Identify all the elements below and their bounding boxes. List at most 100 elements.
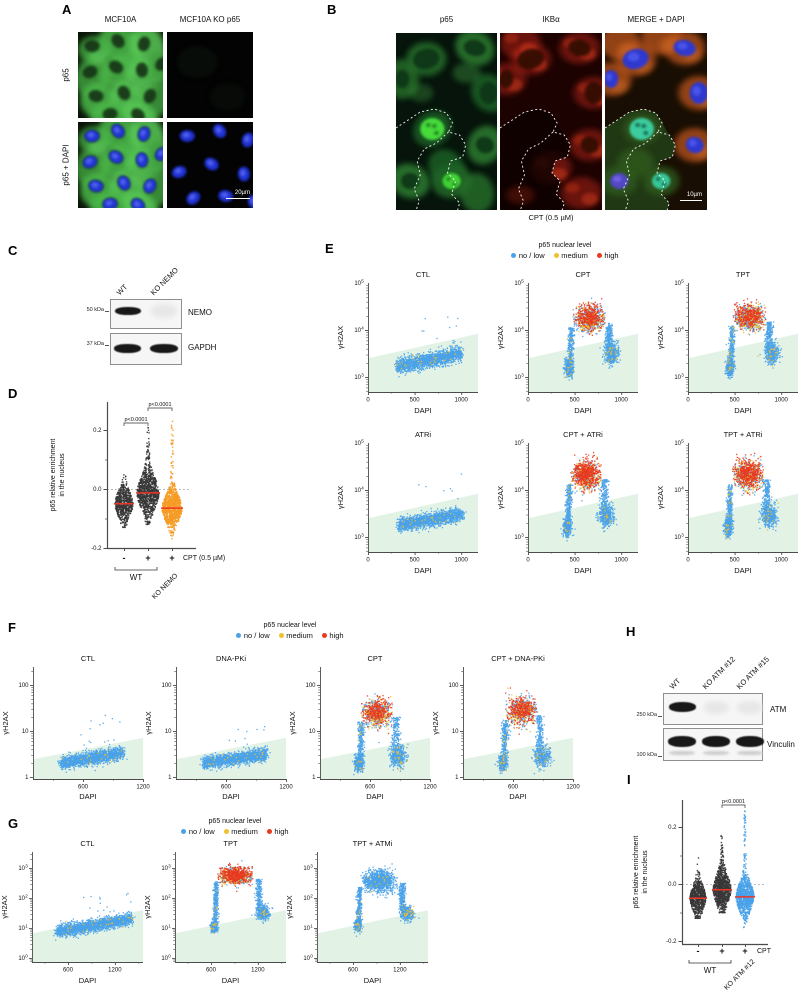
legend-label: no / low [518, 251, 545, 260]
chart-e-tpt [650, 266, 800, 422]
legend-dot-red [266, 829, 272, 834]
legend-panel-e: p65 nuclear level no / low medium high [490, 242, 640, 260]
panel-c-letter: C [8, 243, 18, 258]
panel-b-letter: B [327, 2, 337, 17]
blot-band-vinculin-2 [702, 736, 730, 747]
legend-dot-red [321, 633, 327, 638]
chart-g-ctl [2, 838, 157, 1001]
panel-e-letter: E [325, 241, 334, 256]
legend-item-high: high [321, 631, 344, 640]
panel-h-lane-wt: WT [667, 676, 683, 691]
legend-panel-g: p65 nuclear level no / low medium high [160, 818, 310, 836]
legend-title: p65 nuclear level [208, 818, 262, 825]
marker-250kda: 250 kDa [636, 712, 658, 718]
panel-h-letter: H [626, 624, 636, 639]
legend-dot-yellow [553, 253, 559, 258]
panel-b-col-header-ikba: IKBα [542, 15, 560, 24]
panel-g-letter: G [8, 816, 19, 831]
panel-b-col-header-merge-dapi: MERGE + DAPI [627, 15, 685, 24]
marker-tick [105, 311, 109, 312]
blot-label-nemo: NEMO [188, 308, 212, 317]
scale-bar-text: 20µm [234, 190, 250, 196]
legend-dot-red [596, 253, 602, 258]
legend-dot-blue [181, 829, 187, 834]
legend-item-no-low: no / low [511, 251, 545, 260]
scale-bar-text: 10µm [686, 192, 702, 198]
legend-item-no-low: no / low [236, 631, 270, 640]
blot-subband [669, 751, 695, 755]
panel-a-row-label-p65: p65 [61, 68, 71, 82]
chart-f-dna-pki [146, 648, 296, 808]
blot-band-vinculin-3 [736, 736, 764, 747]
legend-label: medium [286, 631, 313, 640]
micrograph-ko-p65 [167, 32, 253, 118]
panel-a-row-label-p65-dapi: p65 + DAPI [61, 144, 71, 186]
panel-c-lane-wt: WT [114, 282, 130, 297]
legend-label: high [604, 251, 619, 260]
panel-a-col-header-mcf10a: MCF10A [104, 15, 137, 24]
legend-label: no / low [243, 631, 270, 640]
legend-dot-blue [236, 633, 242, 638]
legend-item-no-low: no / low [181, 827, 215, 836]
legend-label: high [274, 827, 289, 836]
legend-label: medium [561, 251, 588, 260]
blot-subband [703, 751, 729, 755]
chart-e-tpt-atri [650, 426, 800, 582]
chart-e-cpt-atri [490, 426, 640, 582]
chart-f-ctl [3, 648, 153, 808]
marker-tick [658, 716, 662, 717]
blot-label-gapdh: GAPDH [188, 343, 217, 352]
legend-item-high: high [596, 251, 619, 260]
legend-panel-f: p65 nuclear level no / low medium high [215, 622, 365, 640]
legend-label: medium [231, 827, 258, 836]
legend-item-medium: medium [553, 251, 588, 260]
chart-g-tpt [145, 838, 300, 1001]
chart-e-cpt [490, 266, 640, 422]
legend-item-medium: medium [223, 827, 258, 836]
chart-f-cpt-dna-pki [433, 648, 583, 808]
blot-band-nemo-wt [115, 307, 141, 315]
panel-f-letter: F [8, 620, 16, 635]
panel-d-letter: D [8, 386, 18, 401]
legend-dot-yellow [223, 829, 229, 834]
blot-band-atm-ko15-faint [737, 701, 762, 714]
blot-band-vinculin-1 [668, 736, 696, 747]
legend-dot-blue [511, 253, 517, 258]
micrograph-mcf10a-p65 [78, 32, 163, 118]
panel-h-lane-ko-atm-12: KO ATM #12 [700, 654, 737, 691]
legend-item-medium: medium [278, 631, 313, 640]
marker-tick [658, 756, 662, 757]
chart-i-beeswarm [626, 786, 800, 1001]
blot-band-atm-ko12-faint [704, 701, 729, 714]
scale-bar-10um: 10µm [680, 192, 702, 201]
micrograph-p65-channel [396, 33, 497, 210]
blot-label-vinculin: Vinculin [767, 740, 795, 749]
legend-title: p65 nuclear level [538, 242, 592, 249]
legend-label: high [329, 631, 344, 640]
legend-dot-yellow [278, 633, 284, 638]
blot-band-nemo-ko-faint [151, 304, 177, 318]
micrograph-ikba-channel [500, 33, 602, 210]
blot-band-gapdh-wt [114, 344, 141, 353]
chart-e-ctl [330, 266, 480, 422]
chart-d-beeswarm [28, 392, 248, 612]
panel-a-letter: A [62, 2, 72, 17]
legend-label: no / low [188, 827, 215, 836]
micrograph-merge-dapi [605, 33, 707, 210]
panel-h-lane-ko-atm-15: KO ATM #15 [734, 654, 771, 691]
chart-f-cpt [290, 648, 440, 808]
panel-c-lane-ko-nemo: KO NEMO [148, 265, 181, 297]
chart-e-atri [330, 426, 480, 582]
marker-37kda: 37 kDa [86, 341, 104, 347]
micrograph-ko-p65-dapi [167, 122, 253, 208]
panel-b-col-header-p65: p65 [439, 15, 454, 24]
panel-b-caption: CPT (0.5 µM) [528, 213, 574, 222]
marker-50kda: 50 kDa [86, 307, 104, 313]
micrograph-mcf10a-p65-dapi [78, 122, 163, 208]
blot-band-gapdh-ko [150, 344, 178, 353]
marker-tick [105, 345, 109, 346]
legend-item-high: high [266, 827, 289, 836]
blot-band-atm-wt [669, 702, 696, 712]
blot-label-atm: ATM [770, 705, 787, 714]
